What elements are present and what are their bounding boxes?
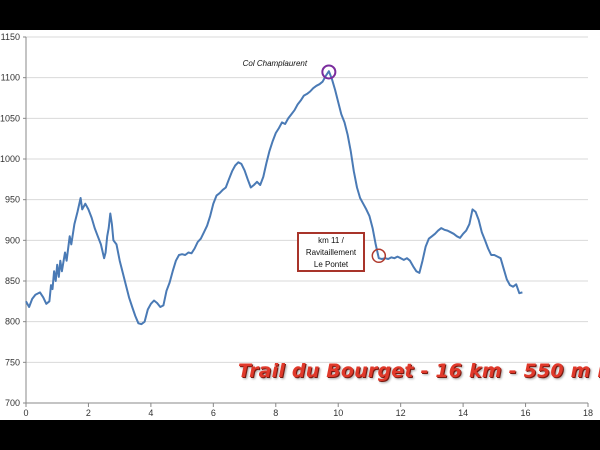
aid-station-line-2: Ravitaillement (305, 248, 357, 257)
elevation-line-0 (25, 70, 523, 326)
peak-label: Col Champlaurent (243, 59, 308, 68)
aid-station-line-3: Le Pontet (313, 260, 349, 269)
x-tick-label-2: 2 (86, 408, 91, 418)
y-tick-labels: 700 750 800 850 900 950 1000 1050 1100 1150 (0, 32, 20, 408)
y-tick-label-950: 950 (5, 195, 20, 205)
y-tick-label-750: 750 (5, 357, 20, 367)
chart-frame: 700 750 800 850 900 950 1000 1050 1100 1150 0 2 4 6 8… (0, 30, 600, 420)
peak-marker-circle (321, 64, 337, 80)
x-tick-label-16: 16 (521, 408, 531, 418)
y-tick-label-850: 850 (5, 276, 20, 286)
axes (23, 36, 589, 407)
y-tick-label-1000: 1000 (0, 154, 20, 164)
y-tick-label-1050: 1050 (0, 113, 20, 123)
markers (321, 64, 387, 264)
y-tick-label-1100: 1100 (1, 73, 20, 83)
series (25, 70, 523, 326)
x-tick-label-8: 8 (273, 408, 278, 418)
y-tick-label-1150: 1150 (1, 32, 20, 42)
aid-station-callout: km 11 / Ravitaillement Le Pontet (297, 232, 365, 272)
x-tick-label-0: 0 (23, 408, 28, 418)
race-title-banner: Trail du Bourget - 16 km - 550 m D+ (238, 360, 600, 382)
x-tick-label-4: 4 (148, 408, 153, 418)
x-tick-label-14: 14 (458, 408, 468, 418)
x-tick-label-18: 18 (583, 408, 593, 418)
y-tick-label-900: 900 (5, 235, 20, 245)
x-tick-label-12: 12 (396, 408, 406, 418)
x-tick-label-6: 6 (211, 408, 216, 418)
y-tick-label-700: 700 (5, 398, 20, 408)
aid-station-marker-circle (371, 248, 387, 264)
x-tick-label-10: 10 (333, 408, 343, 418)
y-tick-label-800: 800 (5, 317, 20, 327)
aid-station-line-1: km 11 / (318, 236, 344, 245)
x-tick-labels: 0 2 4 6 8 10 12 14 16 18 (23, 408, 593, 418)
